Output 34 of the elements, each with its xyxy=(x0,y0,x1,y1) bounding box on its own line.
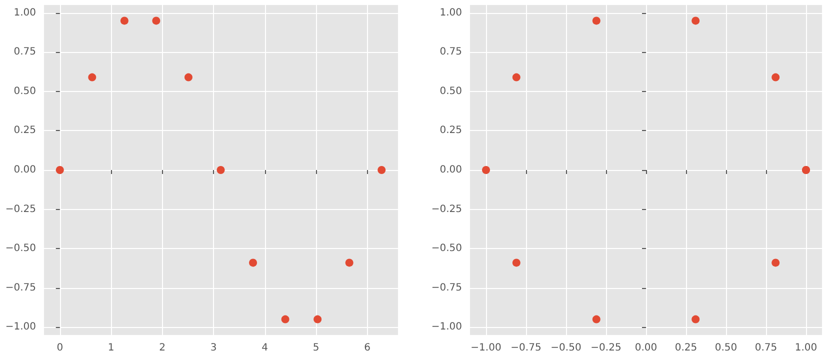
x-tick-label: 5 xyxy=(312,342,320,354)
x-tick-label: 1 xyxy=(108,342,114,354)
x-tick-label: 2 xyxy=(159,342,166,354)
x-tick-label: −0.75 xyxy=(510,342,542,354)
y-tick-label: −1.00 xyxy=(5,322,36,333)
y-tick-label: 0.25 xyxy=(14,125,36,136)
y-tick-label: −0.50 xyxy=(431,243,462,254)
y-tick-label: 0.00 xyxy=(440,164,462,176)
y-tick-label: 1.00 xyxy=(14,7,36,18)
y-tick-label: 0.75 xyxy=(14,46,36,58)
y-tick-label: 0.50 xyxy=(440,86,462,97)
x-tick-label: 0.75 xyxy=(754,342,778,354)
x-tick-label: −0.25 xyxy=(590,342,622,354)
y-tick-label: 1.00 xyxy=(440,7,462,18)
y-tick-label: 0.75 xyxy=(440,46,462,58)
x-tick-label: 0.50 xyxy=(714,342,738,354)
x-tick-label: 1.00 xyxy=(794,342,818,354)
y-tick-label: −0.25 xyxy=(431,204,462,215)
y-tick-label: −0.50 xyxy=(5,243,36,254)
x-tick-label: 0.00 xyxy=(634,342,658,354)
x-tick-label: 4 xyxy=(262,342,268,354)
x-tick-label: −0.50 xyxy=(550,342,582,354)
y-tick-label: 0.00 xyxy=(14,164,36,176)
x-tick-label: −1.00 xyxy=(470,342,502,354)
x-tick-label: 3 xyxy=(210,342,217,354)
y-tick-label: 0.50 xyxy=(14,86,36,97)
y-tick-label: −0.75 xyxy=(431,282,462,294)
y-tick-label: −0.25 xyxy=(5,204,36,215)
x-tick-label: 6 xyxy=(364,342,370,354)
x-tick-label: 0 xyxy=(56,342,64,354)
y-tick-label: −1.00 xyxy=(431,322,462,333)
x-tick-label: 0.25 xyxy=(674,342,698,354)
y-tick-label: 0.25 xyxy=(440,125,462,136)
y-tick-label: −0.75 xyxy=(5,282,36,294)
